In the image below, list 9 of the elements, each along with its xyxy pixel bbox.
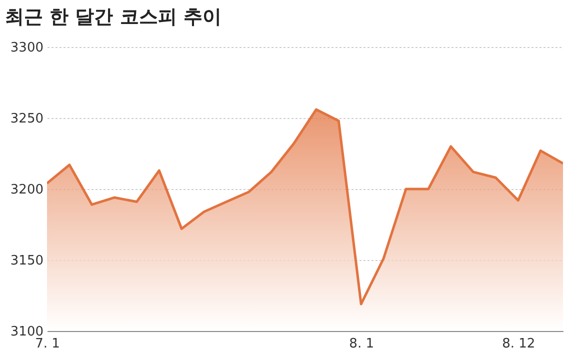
y-tick-label: 3250 xyxy=(10,112,44,126)
y-tick-label: 3300 xyxy=(10,40,44,56)
x-tick-label: 8. 1 xyxy=(349,336,374,352)
y-tick-label: 3150 xyxy=(10,254,44,268)
x-tick-label: 8. 12 xyxy=(502,336,536,352)
y-tick-label: 3200 xyxy=(10,182,44,198)
y-tick-label: 3100 xyxy=(10,324,44,340)
chart-title: 최근 한 달간 코스피 추이 xyxy=(5,6,222,28)
x-tick-label: 7. 1 xyxy=(35,336,60,352)
